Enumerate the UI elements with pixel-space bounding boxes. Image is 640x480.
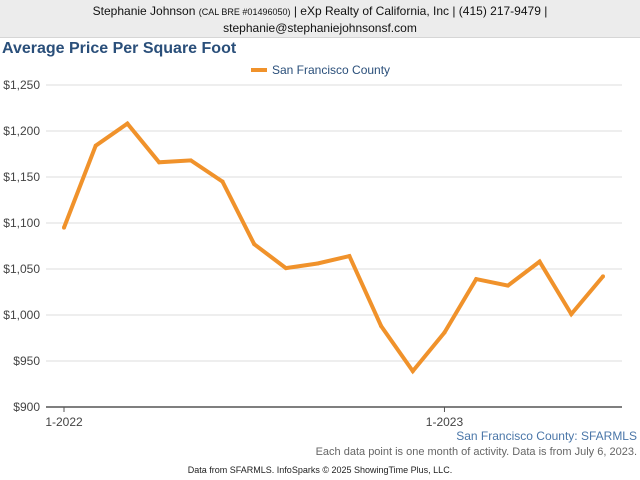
agent-name: Stephanie Johnson [92, 4, 196, 18]
x-tick-label: 1-2022 [45, 415, 83, 429]
data-point [188, 158, 193, 163]
y-tick-label: $1,200 [3, 124, 40, 138]
data-point [442, 330, 447, 335]
data-point [157, 160, 162, 165]
data-point [347, 254, 352, 259]
legend-label: San Francisco County [272, 63, 390, 77]
data-point [601, 274, 605, 279]
data-point [315, 261, 320, 266]
company-phone: | eXp Realty of California, Inc | (415) … [293, 4, 548, 18]
data-note: Each data point is one month of activity… [315, 446, 637, 458]
footer-credit: Data from SFARMLS. InfoSparks © 2025 Sho… [187, 465, 453, 475]
y-axis-labels: $900 $950 $1,000 $1,050 $1,100 $1,150 $1,200 $1… [3, 78, 40, 414]
data-point [125, 121, 130, 126]
y-tick-label: $950 [13, 354, 40, 368]
data-point [220, 179, 225, 184]
data-point [379, 324, 384, 329]
data-point [474, 277, 479, 282]
agent-banner: Stephanie Johnson (CAL BRE #01496050) | … [0, 0, 640, 38]
y-tick-label: $1,050 [3, 262, 40, 276]
data-point [410, 369, 415, 374]
y-tick-label: $1,250 [3, 78, 40, 92]
series-layer [62, 120, 605, 375]
series-line [62, 120, 605, 375]
legend[interactable]: San Francisco County [251, 63, 390, 77]
x-axis-ticks: 1-2022 1-2023 [45, 407, 463, 429]
grid-lines [46, 84, 622, 362]
y-tick-label: $1,150 [3, 170, 40, 184]
y-tick-label: $1,100 [3, 216, 40, 230]
data-point [569, 312, 574, 317]
data-point [283, 266, 288, 271]
y-tick-label: $900 [13, 400, 40, 414]
license-number: (CAL BRE #01496050) [198, 7, 291, 17]
x-tick-label: 1-2023 [426, 415, 464, 429]
data-point [93, 143, 98, 148]
data-point [62, 225, 66, 230]
data-point [505, 283, 510, 288]
source-label: San Francisco County: SFARMLS [456, 429, 637, 443]
y-tick-label: $1,000 [3, 308, 40, 322]
agent-email: stephanie@stephaniejohnsonsf.com [223, 21, 417, 35]
chart-title: Average Price Per Square Foot [2, 40, 237, 57]
data-point [252, 242, 257, 247]
data-point [537, 259, 542, 264]
